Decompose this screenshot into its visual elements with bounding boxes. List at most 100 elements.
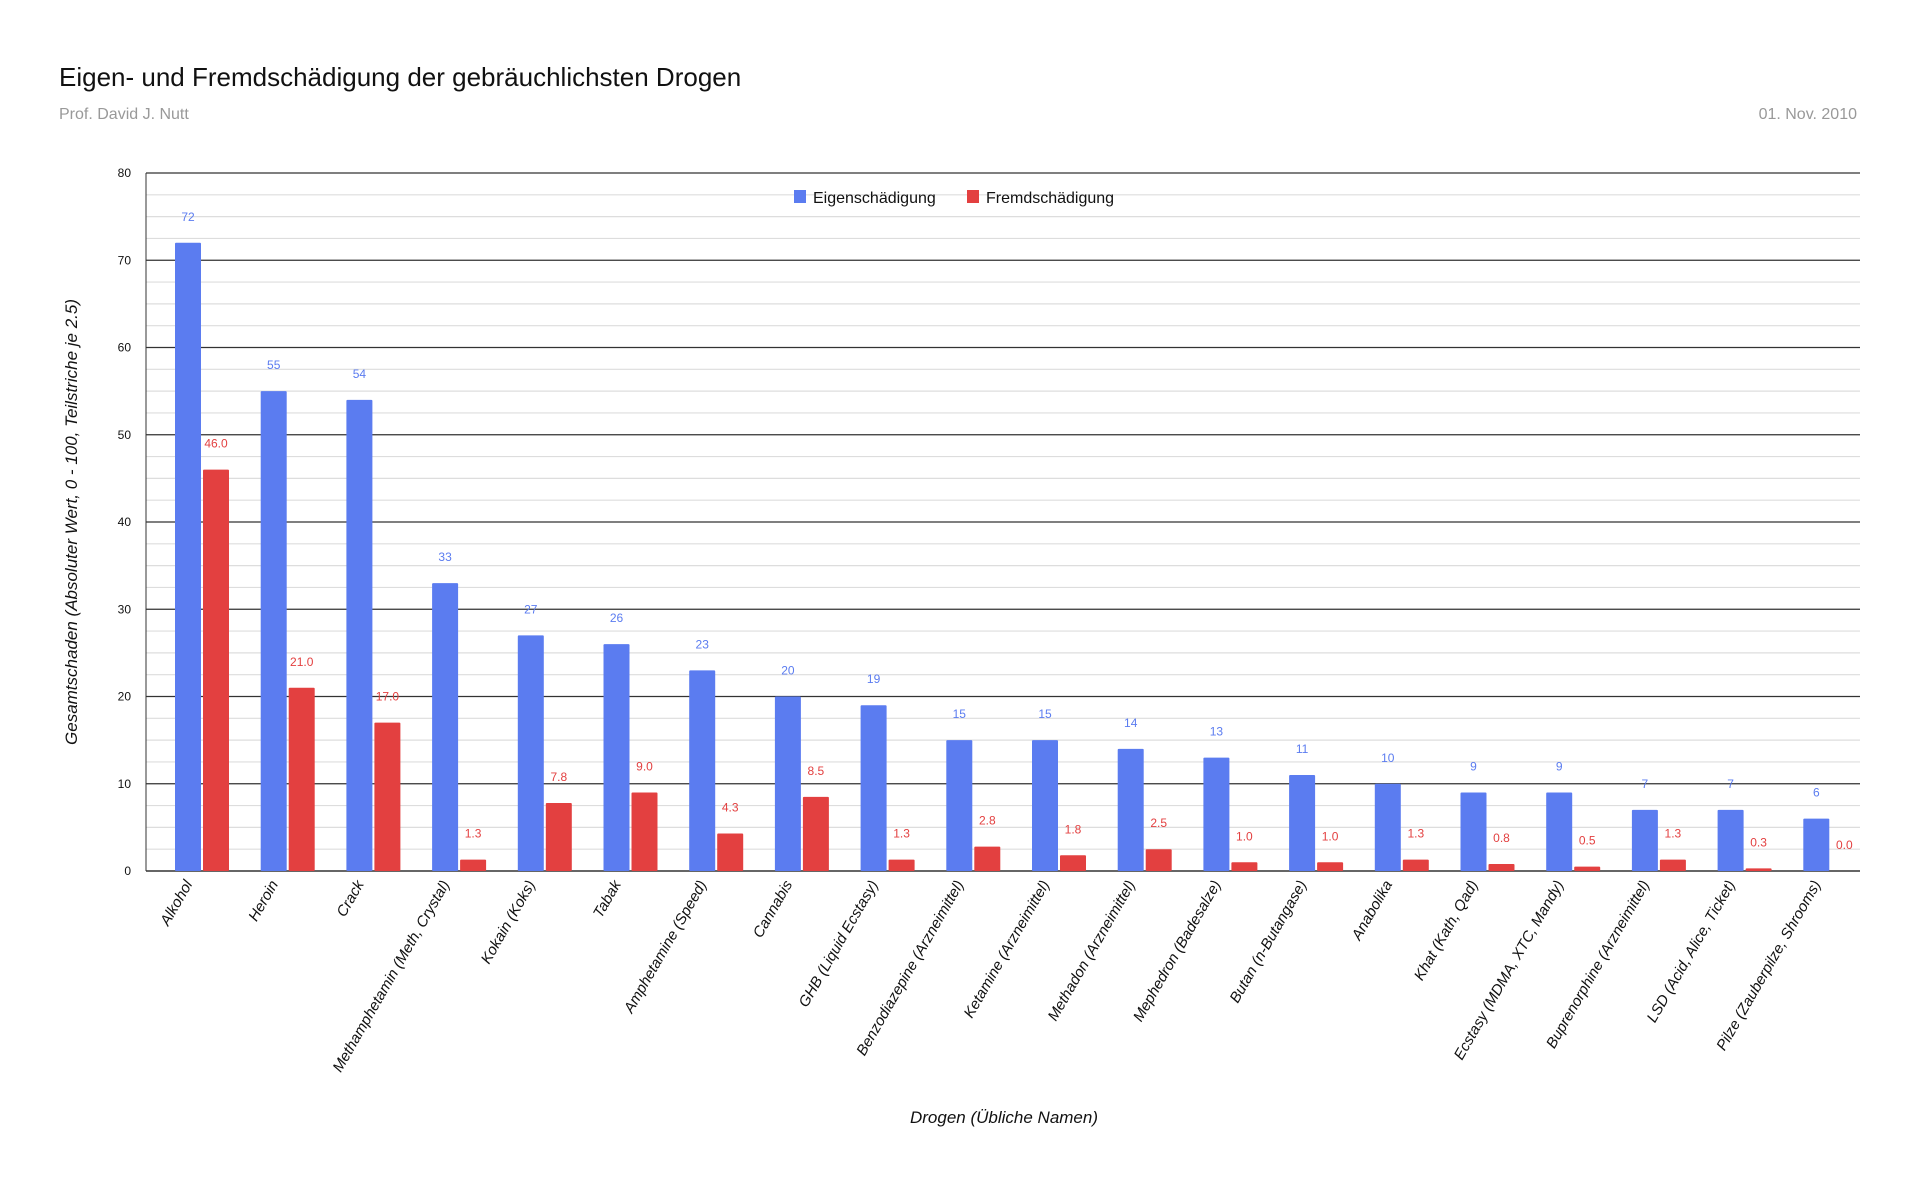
bar-fremdschaedigung: [1659, 859, 1686, 871]
bar-eigenschaedigung: [689, 670, 716, 871]
x-tick-label: Kokain (Koks): [478, 878, 539, 967]
data-label-fremd: 2.8: [979, 814, 996, 828]
data-label-eigen: 7: [1642, 777, 1649, 791]
data-label-eigen: 19: [867, 672, 881, 686]
data-label-fremd: 17.0: [376, 690, 400, 704]
data-label-fremd: 1.3: [1407, 827, 1424, 841]
bar-eigenschaedigung: [1546, 792, 1573, 871]
bar-fremdschaedigung: [288, 687, 315, 871]
y-tick-label: 0: [124, 864, 131, 878]
x-tick-label: Methadon (Arzneimittel): [1045, 878, 1139, 1024]
x-tick-label: Anabolika: [1348, 878, 1396, 944]
bar-eigenschaedigung: [946, 740, 973, 871]
bar-eigenschaedigung: [1717, 809, 1744, 871]
data-label-eigen: 26: [610, 611, 624, 625]
bar-eigenschaedigung: [175, 242, 201, 872]
data-label-fremd: 1.3: [1665, 827, 1682, 841]
bar-eigenschaedigung: [1289, 775, 1316, 871]
bar-fremdschaedigung: [631, 792, 658, 871]
bar-eigenschaedigung: [1803, 818, 1830, 871]
x-tick-label: Cannabis: [750, 877, 797, 941]
data-label-fremd: 7.8: [550, 770, 567, 784]
bar-fremdschaedigung: [802, 796, 829, 871]
chart-author: Prof. David J. Nutt: [59, 106, 189, 123]
legend-swatch-fremd: [967, 190, 979, 203]
legend[interactable]: Eigenschädigung Fremdschädigung: [794, 190, 1114, 207]
data-label-eigen: 23: [696, 637, 710, 651]
data-label-fremd: 9.0: [636, 759, 653, 773]
bar-eigenschaedigung: [860, 705, 887, 871]
bar-fremdschaedigung: [1231, 862, 1258, 871]
y-tick-label: 30: [118, 602, 132, 616]
bar-eigenschaedigung: [603, 644, 630, 871]
x-tick-label: Ketamine (Arzneimittel): [961, 878, 1054, 1022]
data-label-eigen: 11: [1296, 742, 1309, 756]
data-label-eigen: 7: [1727, 777, 1734, 791]
gridlines: [145, 172, 1860, 872]
data-label-fremd: 1.0: [1236, 829, 1253, 843]
bar-fremdschaedigung: [1488, 864, 1515, 871]
data-label-fremd: 0.5: [1579, 834, 1596, 848]
x-tick-label: Mephedron (Badesalze): [1130, 877, 1225, 1024]
data-label-eigen: 20: [781, 664, 795, 678]
x-tick-label: GHB (Liquid Ecstasy): [795, 878, 881, 1011]
bar-eigenschaedigung: [517, 635, 544, 871]
bar-fremdschaedigung: [1745, 868, 1772, 871]
bar-eigenschaedigung: [260, 391, 287, 871]
data-label-eigen: 10: [1381, 751, 1395, 765]
x-tick-label: Amphetamine (Speed): [620, 878, 710, 1017]
x-axis-title: Drogen (Übliche Namen): [910, 1108, 1098, 1127]
x-tick-label: LSD (Acid, Alice, Ticket): [1644, 877, 1739, 1025]
x-tick-label: Alkohol: [156, 877, 196, 930]
y-tick-label: 80: [118, 166, 132, 180]
bar-fremdschaedigung: [1402, 859, 1429, 871]
bar-fremdschaedigung: [1317, 862, 1344, 871]
legend-label-fremd[interactable]: Fremdschädigung: [986, 190, 1114, 207]
bar-fremdschaedigung: [374, 722, 401, 871]
y-tick-label: 20: [118, 690, 132, 704]
x-tick-label: Khat (Kath, Qad): [1411, 877, 1482, 983]
legend-label-eigen[interactable]: Eigenschädigung: [813, 190, 936, 207]
data-label-fremd: 1.0: [1322, 829, 1339, 843]
x-tick-label: Buprenorphine (Arzneimittel): [1543, 877, 1653, 1051]
bar-fremdschaedigung: [545, 802, 572, 871]
bar-fremdschaedigung: [1574, 866, 1601, 871]
y-tick-label: 50: [118, 428, 132, 442]
bar-eigenschaedigung: [1117, 748, 1144, 871]
data-label-eigen: 55: [267, 358, 281, 372]
chart-date: 01. Nov. 2010: [1759, 106, 1858, 123]
data-label-eigen: 14: [1124, 716, 1138, 730]
bar-fremdschaedigung: [1060, 855, 1086, 871]
data-label-fremd: 4.3: [722, 800, 739, 814]
data-label-fremd: 2.5: [1150, 816, 1167, 830]
data-label-eigen: 72: [181, 210, 195, 224]
bar-eigenschaedigung: [1631, 809, 1658, 871]
x-tick-label: Butan (n-Butangase): [1226, 877, 1310, 1005]
y-tick-label: 70: [118, 253, 132, 267]
data-label-fremd: 0.0: [1836, 838, 1853, 852]
data-label-eigen: 15: [953, 707, 967, 721]
bar-fremdschaedigung: [888, 859, 915, 871]
bar-eigenschaedigung: [1032, 740, 1058, 871]
legend-swatch-eigen: [794, 190, 806, 203]
data-label-eigen: 9: [1470, 759, 1477, 773]
bar-fremdschaedigung: [460, 859, 487, 871]
bar-fremdschaedigung: [717, 833, 744, 871]
data-label-fremd: 8.5: [808, 764, 825, 778]
x-tick-label: Pilze (Zauberpilze, Shrooms): [1713, 877, 1824, 1053]
data-label-fremd: 0.3: [1750, 835, 1767, 849]
data-label-fremd: 21.0: [290, 655, 314, 669]
data-label-eigen: 13: [1210, 725, 1224, 739]
data-label-fremd: 1.3: [893, 827, 910, 841]
bar-eigenschaedigung: [346, 399, 373, 871]
data-label-eigen: 33: [438, 550, 452, 564]
x-tick-label: Crack: [333, 876, 368, 920]
data-label-fremd: 46.0: [204, 437, 228, 451]
data-label-fremd: 0.8: [1493, 831, 1510, 845]
data-label-fremd: 1.8: [1065, 822, 1082, 836]
data-label-eigen: 15: [1038, 707, 1052, 721]
chart-title: Eigen- und Fremdschädigung der gebräuchl…: [59, 62, 741, 92]
data-label-eigen: 27: [524, 602, 538, 616]
